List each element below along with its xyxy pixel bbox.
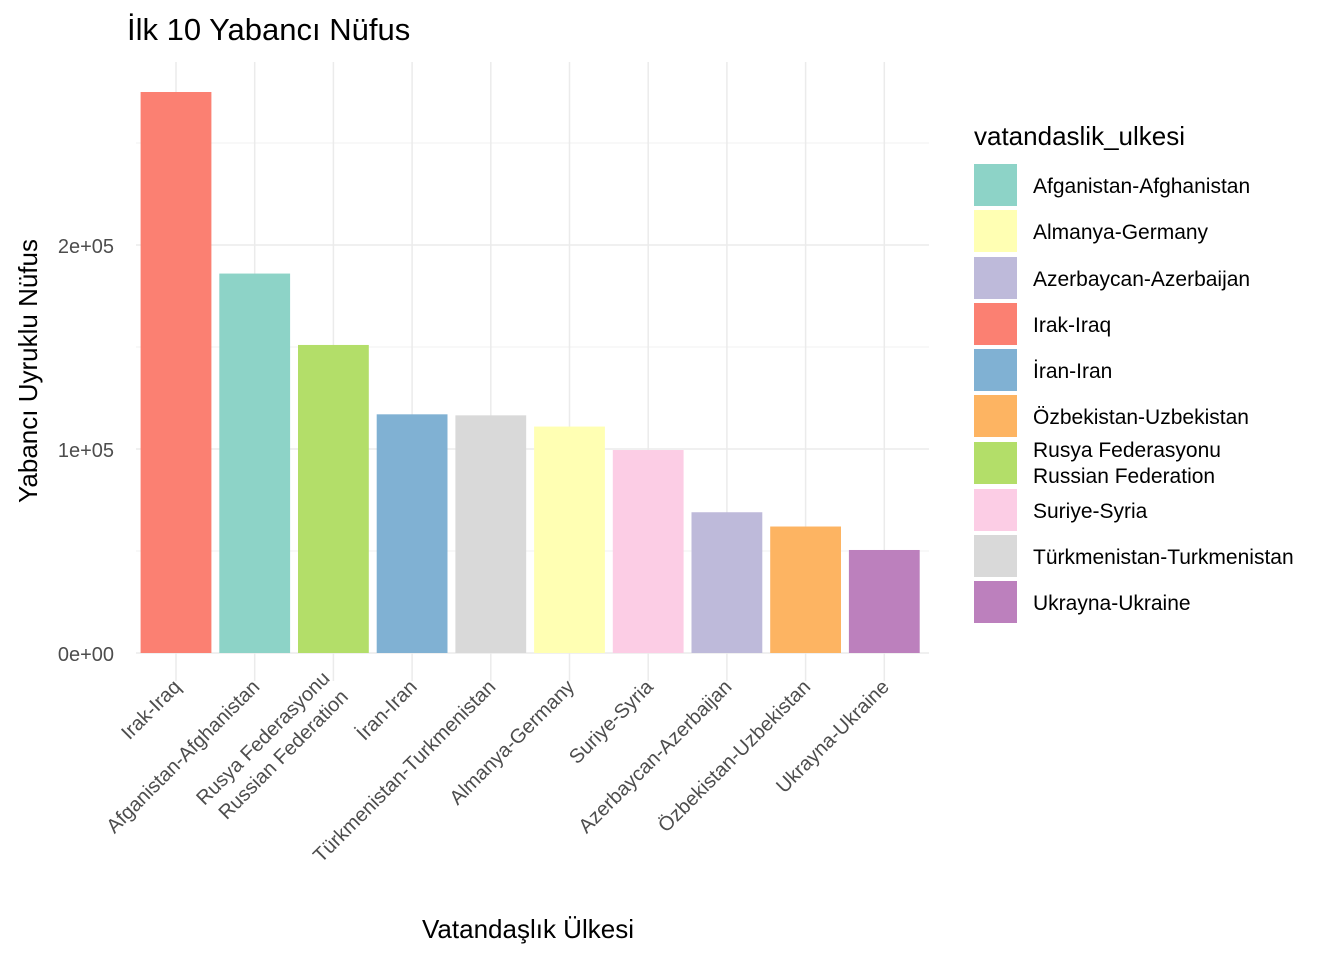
legend-item: Azerbaycan-Azerbaijan [974,257,1250,299]
legend-label: Almanya-Germany [1033,221,1209,244]
svg-text:Irak-Iraq: Irak-Iraq [117,676,185,744]
svg-text:Rusya FederasyonuRussian Feder: Rusya FederasyonuRussian Federation [192,667,353,828]
legend-item: İran-Iran [974,349,1112,391]
svg-text:Azerbaycan-Azerbaijan: Azerbaycan-Azerbaijan [575,676,737,838]
y-axis: 0e+00 1e+05 2e+05 [58,236,114,666]
legend-swatch [974,210,1017,252]
x-tick-label: Özbekistan-Uzbekistan [654,676,815,837]
bar [219,273,291,653]
bar [140,92,212,653]
bar [376,414,448,653]
legend-item: Suriye-Syria [974,489,1148,531]
legend-swatch [974,349,1017,391]
legend-item: Ukrayna-Ukraine [974,581,1191,623]
svg-text:İran-Iran: İran-Iran [352,675,422,745]
legend-swatch [974,581,1017,623]
legend-label: İran-Iran [1033,360,1112,383]
x-tick-label: İran-Iran [352,675,422,745]
legend-label: Afganistan-Afghanistan [1033,175,1250,198]
legend-item: Rusya Federasyonu Russian Federation [974,439,1221,488]
chart-title: İlk 10 Yabancı Nüfus [127,12,410,47]
x-tick-label: Azerbaycan-Azerbaijan [575,676,737,838]
x-tick-label: Rusya FederasyonuRussian Federation [192,667,353,828]
x-tick-label: Irak-Iraq [117,676,185,744]
legend-label: Ukrayna-Ukraine [1033,592,1191,615]
y-axis-title: Yabancı Uyruklu Nüfus [13,239,43,503]
legend-swatch [974,164,1017,206]
legend-swatch [974,303,1017,345]
legend-swatch [974,395,1017,437]
y-tick-label: 1e+05 [58,440,114,462]
legend-title: vatandaslik_ulkesi [974,121,1185,151]
bars [140,92,920,653]
legend-swatch [974,257,1017,299]
legend: vatandaslik_ulkesi Afganistan-Afghanista… [974,121,1294,623]
bar [848,549,920,653]
y-tick-label: 0e+00 [58,644,114,666]
legend-item: Türkmenistan-Turkmenistan [974,535,1294,577]
bar [691,512,763,653]
legend-item: Almanya-Germany [974,210,1209,252]
bar [770,526,841,653]
y-tick-label: 2e+05 [58,236,114,258]
legend-item: Afganistan-Afghanistan [974,164,1250,206]
legend-item: Özbekistan-Uzbekistan [974,395,1249,437]
legend-label: Türkmenistan-Turkmenistan [1033,546,1294,569]
bar [455,415,527,653]
bar [612,450,684,653]
x-axis-title: Vatandaşlık Ülkesi [422,914,634,944]
legend-label: Özbekistan-Uzbekistan [1033,406,1249,429]
legend-swatch [974,489,1017,531]
legend-label: Azerbaycan-Azerbaijan [1033,268,1250,291]
legend-label: Suriye-Syria [1033,500,1148,523]
legend-item: Irak-Iraq [974,303,1111,345]
bar [534,426,605,653]
svg-text:Özbekistan-Uzbekistan: Özbekistan-Uzbekistan [654,676,815,837]
legend-swatch [974,442,1017,484]
legend-label: Rusya Federasyonu Russian Federation [1033,439,1221,488]
legend-label: Irak-Iraq [1033,314,1111,337]
legend-swatch [974,535,1017,577]
bar [298,344,369,653]
